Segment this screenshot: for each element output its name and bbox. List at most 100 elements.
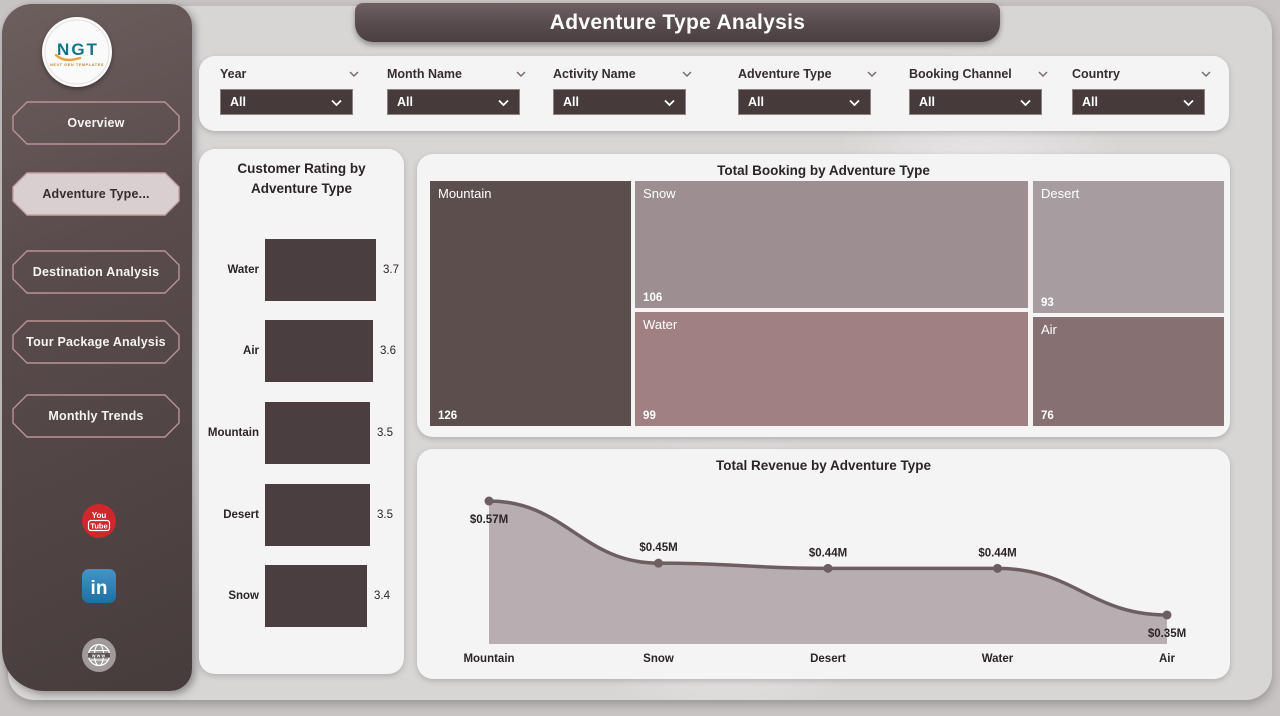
treemap-tile-value: 93 [1040,296,1054,309]
filter-dropdown-year[interactable]: All [220,89,353,115]
data-point[interactable] [654,558,663,568]
chevron-down-icon[interactable] [1200,70,1212,78]
filter-activity-name: Activity Name All [553,66,693,121]
website-globe-icon[interactable]: www [81,637,117,673]
bar-row: Water 3.7 [199,238,404,302]
filter-label: Booking Channel [909,67,1012,81]
filter-value: All [397,95,413,109]
data-point[interactable] [993,563,1002,573]
linkedin-icon[interactable]: in [81,568,117,604]
filter-label: Activity Name [553,67,636,81]
treemap-tile[interactable]: Mountain 126 [429,180,632,427]
bar-value-label: 3.4 [374,590,390,602]
filter-country: Country All [1072,66,1212,121]
filter-dropdown-country[interactable]: All [1072,89,1205,115]
chevron-down-icon [1020,99,1031,106]
sidebar-item-tour-package-analysis[interactable]: Tour Package Analysis [12,320,180,364]
nav-button-outline [12,320,180,364]
bar[interactable] [265,402,370,464]
sidebar-item-label: Destination Analysis [32,265,160,279]
filter-booking-channel: Booking Channel All [909,66,1049,121]
nav-button-outline [12,394,180,438]
bar-value-label: 3.6 [380,345,396,357]
filter-dropdown-activity-name[interactable]: All [553,89,686,115]
sidebar-item-monthly-trends[interactable]: Monthly Trends [12,394,180,438]
data-point[interactable] [823,563,833,573]
filter-panel: Year All Month Name All Activity Name Al… [199,56,1229,131]
chevron-down-icon [498,99,509,106]
sidebar: NGT NEXT GEN TEMPLATES Overview Adventur… [2,4,192,691]
treemap-tile[interactable]: Snow 106 [634,180,1030,309]
nav-button-outline [12,172,180,216]
chevron-down-icon [664,99,675,106]
svg-text:NEXT GEN TEMPLATES: NEXT GEN TEMPLATES [50,63,104,67]
bar-category-label: Snow [228,590,259,602]
treemap-tile[interactable]: Air 76 [1031,315,1225,427]
svg-text:Tube: Tube [90,522,107,531]
bar-row: Snow 3.4 [199,564,404,628]
chevron-down-icon [331,99,342,106]
chart-title: Customer Rating by Adventure Type [237,161,366,196]
sidebar-item-destination-analysis[interactable]: Destination Analysis [12,250,180,294]
treemap-tile-label: Air [1040,321,1057,337]
filter-adventure-type: Adventure Type All [738,66,878,121]
chevron-down-icon[interactable] [348,70,360,78]
treemap-tile-value: 76 [1040,409,1054,422]
chevron-down-icon[interactable] [1037,70,1049,78]
treemap-tile[interactable]: Desert 93 [1031,180,1225,314]
bar-value-label: 3.5 [377,427,393,439]
bar[interactable] [265,484,370,546]
x-axis-category-label: Water [982,653,1014,665]
ngt-logo: NGT NEXT GEN TEMPLATES [42,17,112,87]
treemap: Mountain 126 Snow 106 Water 99 Desert 93 Air 76 [429,180,1225,427]
treemap-tile-value: 106 [643,291,663,304]
filter-dropdown-booking-channel[interactable]: All [909,89,1042,115]
svg-text:in: in [91,578,108,599]
filter-value: All [748,95,764,109]
data-point[interactable] [1162,610,1172,620]
x-axis-category-label: Mountain [463,653,514,665]
point-value-label: $0.57M [470,514,508,526]
filter-value: All [1082,95,1098,109]
bar-row: Desert 3.5 [199,483,404,547]
chevron-down-icon[interactable] [866,70,878,78]
total-revenue-chart-card: Total Revenue by Adventure Type $0.57M Mo… [417,449,1230,679]
filter-value: All [919,95,935,109]
svg-text:You: You [92,511,107,520]
bar-row: Mountain 3.5 [199,401,404,465]
treemap-tile[interactable]: Water 99 [634,311,1030,427]
treemap-tile-label: Water [643,317,678,332]
point-value-label: $0.45M [639,542,677,554]
point-value-label: $0.44M [978,547,1016,559]
nav-button-outline [12,101,180,145]
chevron-down-icon [849,99,860,106]
svg-text:NGT: NGT [57,40,99,59]
data-point[interactable] [484,496,494,506]
sidebar-item-adventure-type[interactable]: Adventure Type... [12,172,180,216]
sidebar-item-label: Adventure Type... [42,187,150,201]
sidebar-item-label: Tour Package Analysis [26,335,166,349]
treemap-tile-value: 126 [438,410,458,422]
chart-title: Total Revenue by Adventure Type [715,458,932,473]
sidebar-item-overview[interactable]: Overview [12,101,180,145]
bar[interactable] [265,320,373,382]
filter-label: Adventure Type [738,67,832,81]
bar[interactable] [265,565,367,627]
x-axis-category-label: Snow [643,653,674,665]
filter-dropdown-adventure-type[interactable]: All [738,89,871,115]
page-title: Adventure Type Analysis [549,10,806,34]
svg-text:www: www [91,654,106,659]
treemap-tile-label: Mountain [438,186,492,201]
filter-year: Year All [220,66,360,121]
x-axis-category-label: Air [1159,653,1176,665]
point-value-label: $0.35M [1148,628,1186,640]
bar-category-label: Air [243,345,259,357]
revenue-chart-svg: $0.57M Mountain $0.45M Snow $0.44M Desert $0.4… [463,496,1186,665]
chart-title: Total Booking by Adventure Type [717,163,930,178]
youtube-icon[interactable]: You Tube [81,503,117,539]
point-value-label: $0.44M [809,547,847,559]
chevron-down-icon[interactable] [681,70,693,78]
filter-dropdown-month-name[interactable]: All [387,89,520,115]
bar[interactable] [265,239,376,301]
chevron-down-icon[interactable] [515,70,527,78]
